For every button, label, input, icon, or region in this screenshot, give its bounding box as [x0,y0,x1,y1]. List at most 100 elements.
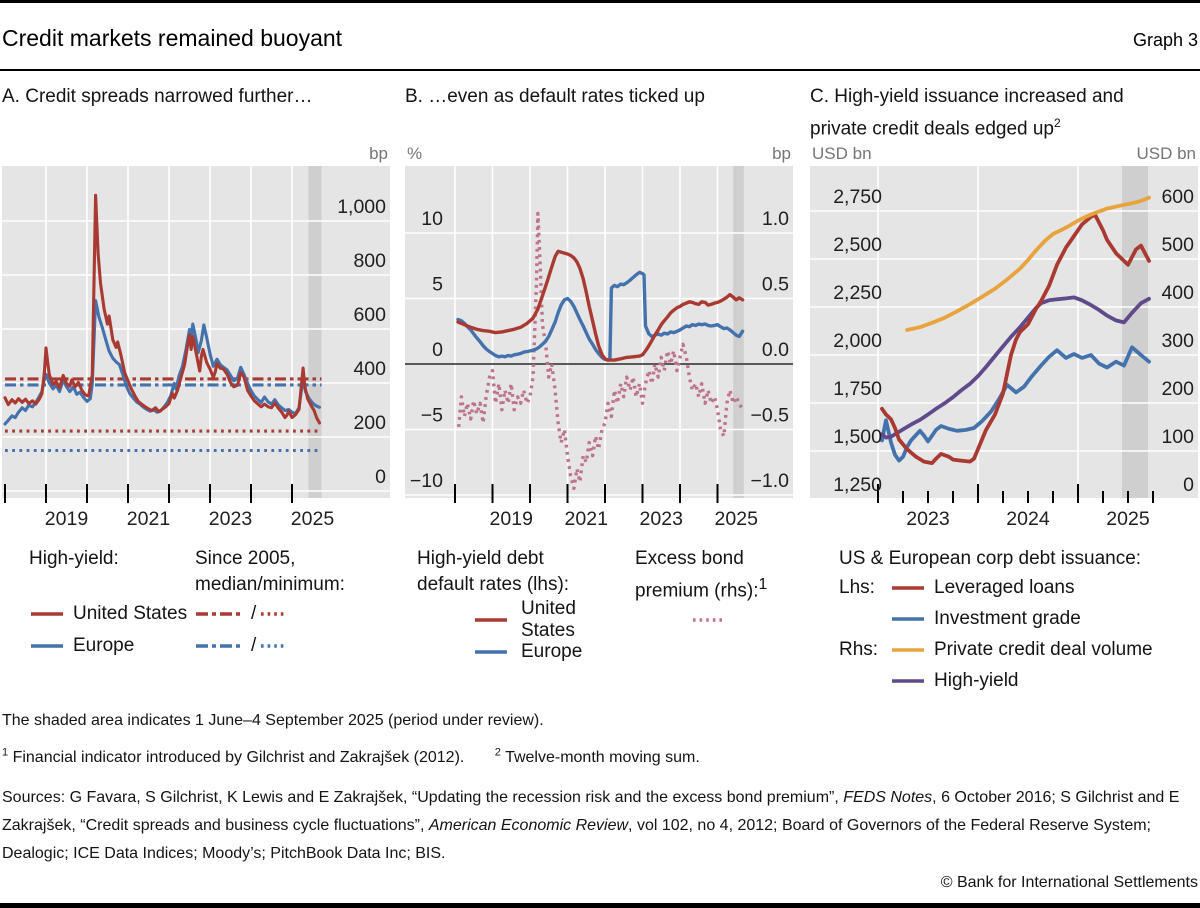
svg-text:1.0: 1.0 [762,208,789,230]
panel-c: C. High-yield issuance increased and pri… [810,84,1198,696]
legend-item-private-credit: Rhs: Private credit deal volume [839,638,1153,660]
panel-c-unit-right: USD bn [1136,144,1196,163]
copyright: © Bank for International Settlements [940,874,1198,891]
panel-a-units: bp [2,140,390,166]
investment-grade-swatch [892,616,924,621]
footnote-refs: 1 Financial indicator introduced by Gilc… [2,747,1198,767]
panel-b-title: B. …even as default rates ticked up [405,86,705,107]
us-median-dashdot-swatch [196,612,240,616]
svg-text:2019: 2019 [45,508,88,530]
svg-text:−1.0: −1.0 [751,470,790,492]
legend-item-united-states: United States [417,598,635,641]
high-yield-swatch [892,678,924,683]
svg-text:2,500: 2,500 [833,234,882,256]
footnote-2: 2 Twelve-month moving sum. [494,747,700,767]
private-credit-swatch [892,647,924,652]
svg-text:−5: −5 [421,405,443,427]
legend-excess-bond-premium-swatch [635,604,793,636]
svg-text:1,000: 1,000 [337,196,386,218]
lhs-prefix: Lhs: [839,576,875,598]
period-under-review-shading [733,166,744,498]
svg-text:2023: 2023 [640,508,683,530]
svg-text:300: 300 [1161,330,1194,352]
legend-b-col1-header: High-yield debt default rates (lhs): [417,548,570,595]
panel-c-title: C. High-yield issuance increased and pri… [810,86,1124,140]
panel-b-chart: 10 5 0 −5 −10 1.0 0.5 0.0 −0.5 −1.0 2019 2021 2023 20… [405,166,793,534]
legend-a-col1-header: High-yield: [29,548,119,569]
bottom-rule [0,903,1200,908]
svg-text:1,250: 1,250 [833,474,882,496]
panel-c-unit-left: USD bn [812,144,872,163]
svg-text:100: 100 [1161,426,1194,448]
us-solid-line-swatch [31,612,63,616]
panel-a-unit-right: bp [369,144,388,163]
svg-text:1,750: 1,750 [833,378,882,400]
legend-item-leveraged-loans: Lhs: Leveraged loans [839,576,1075,598]
rhs-prefix: Rhs: [839,638,879,660]
legend-item-united-states: United States [29,598,195,630]
europe-solid-line-swatch [475,650,507,655]
legend-item-europe: Europe [417,636,635,668]
chart-c-svg: 1,250 1,500 1,750 2,000 2,250 2,500 2,750 0 100 2… [810,166,1198,530]
legend-item-europe: Europe [29,630,195,662]
panel-b-unit-right: bp [772,144,791,163]
series-investment-grade [880,345,1151,463]
panel-b-units: % bp [405,140,793,166]
svg-text:2023: 2023 [209,508,252,530]
panel-a: A. Credit spreads narrowed further… bp 0… [2,84,390,662]
svg-text:500: 500 [1161,234,1194,256]
svg-text:600: 600 [353,304,386,326]
legend-item-investment-grade: Investment grade [839,603,1198,634]
legend-c-header: US & European corp debt issuance: [839,548,1142,569]
svg-text:10: 10 [421,208,443,230]
legend-a-col2-header: Since 2005, median/minimum: [195,548,345,595]
panel-a-legend: High-yield: Since 2005, median/minimum: … [2,546,390,662]
series-united-states [456,249,745,362]
period-under-review-shading [308,166,322,498]
panel-b-unit-left: % [407,144,423,163]
series-leveraged-loans [880,212,1151,465]
series-excess-bond-premium [457,211,745,491]
svg-text:2024: 2024 [1006,508,1050,530]
panel-a-title: A. Credit spreads narrowed further… [2,86,313,107]
legend-item-high-yield: High-yield [839,665,1198,696]
legend-europe-median-minimum-swatches: / [195,630,390,662]
svg-text:200: 200 [1161,378,1194,400]
panel-c-units: USD bn USD bn [810,140,1198,166]
svg-text:600: 600 [1161,186,1194,208]
legend-b-col2-header: Excess bond premium (rhs):1 [635,548,768,602]
panel-b: B. …even as default rates ticked up % bp… [405,84,793,668]
svg-text:2,000: 2,000 [833,330,882,352]
svg-text:2025: 2025 [1106,508,1150,530]
plot-background [405,166,793,498]
period-under-review-shading [1122,166,1148,498]
series-private-credit-deal-volume [905,195,1151,332]
ebp-dotted-swatch [693,618,725,623]
graph-number-label: Graph 3 [1132,30,1198,50]
page-title: Credit markets remained buoyant [2,25,343,51]
panel-a-chart: 0 200 400 600 800 1,000 2019 2021 2023 2025 [2,166,390,534]
shaded-area-note: The shaded area indicates 1 June–4 Septe… [2,712,544,729]
svg-text:2025: 2025 [715,508,759,530]
svg-text:200: 200 [353,412,386,434]
svg-text:0: 0 [375,466,386,488]
svg-text:0.0: 0.0 [762,339,789,361]
svg-text:2021: 2021 [565,508,608,530]
chart-a-svg: 0 200 400 600 800 1,000 2019 2021 2023 2025 [2,166,390,530]
svg-text:−10: −10 [410,470,443,492]
sources-text: Sources: G Favara, S Gilchrist, K Lewis … [2,789,1180,862]
leveraged-loans-swatch [892,585,924,590]
panel-b-legend: High-yield debt default rates (lhs): Exc… [405,546,793,668]
europe-minimum-dotted-swatch [261,644,288,648]
svg-text:2019: 2019 [490,508,533,530]
europe-median-dashdot-swatch [196,644,240,648]
svg-text:2025: 2025 [291,508,335,530]
series-high-yield [880,295,1151,440]
svg-text:0: 0 [1183,474,1194,496]
legend-us-median-minimum-swatches: / [195,598,390,630]
panel-c-chart: 1,250 1,500 1,750 2,000 2,250 2,500 2,750 0 100 2… [810,166,1198,534]
top-rule [0,0,1200,3]
header-rule [0,69,1200,71]
svg-text:400: 400 [353,358,386,380]
